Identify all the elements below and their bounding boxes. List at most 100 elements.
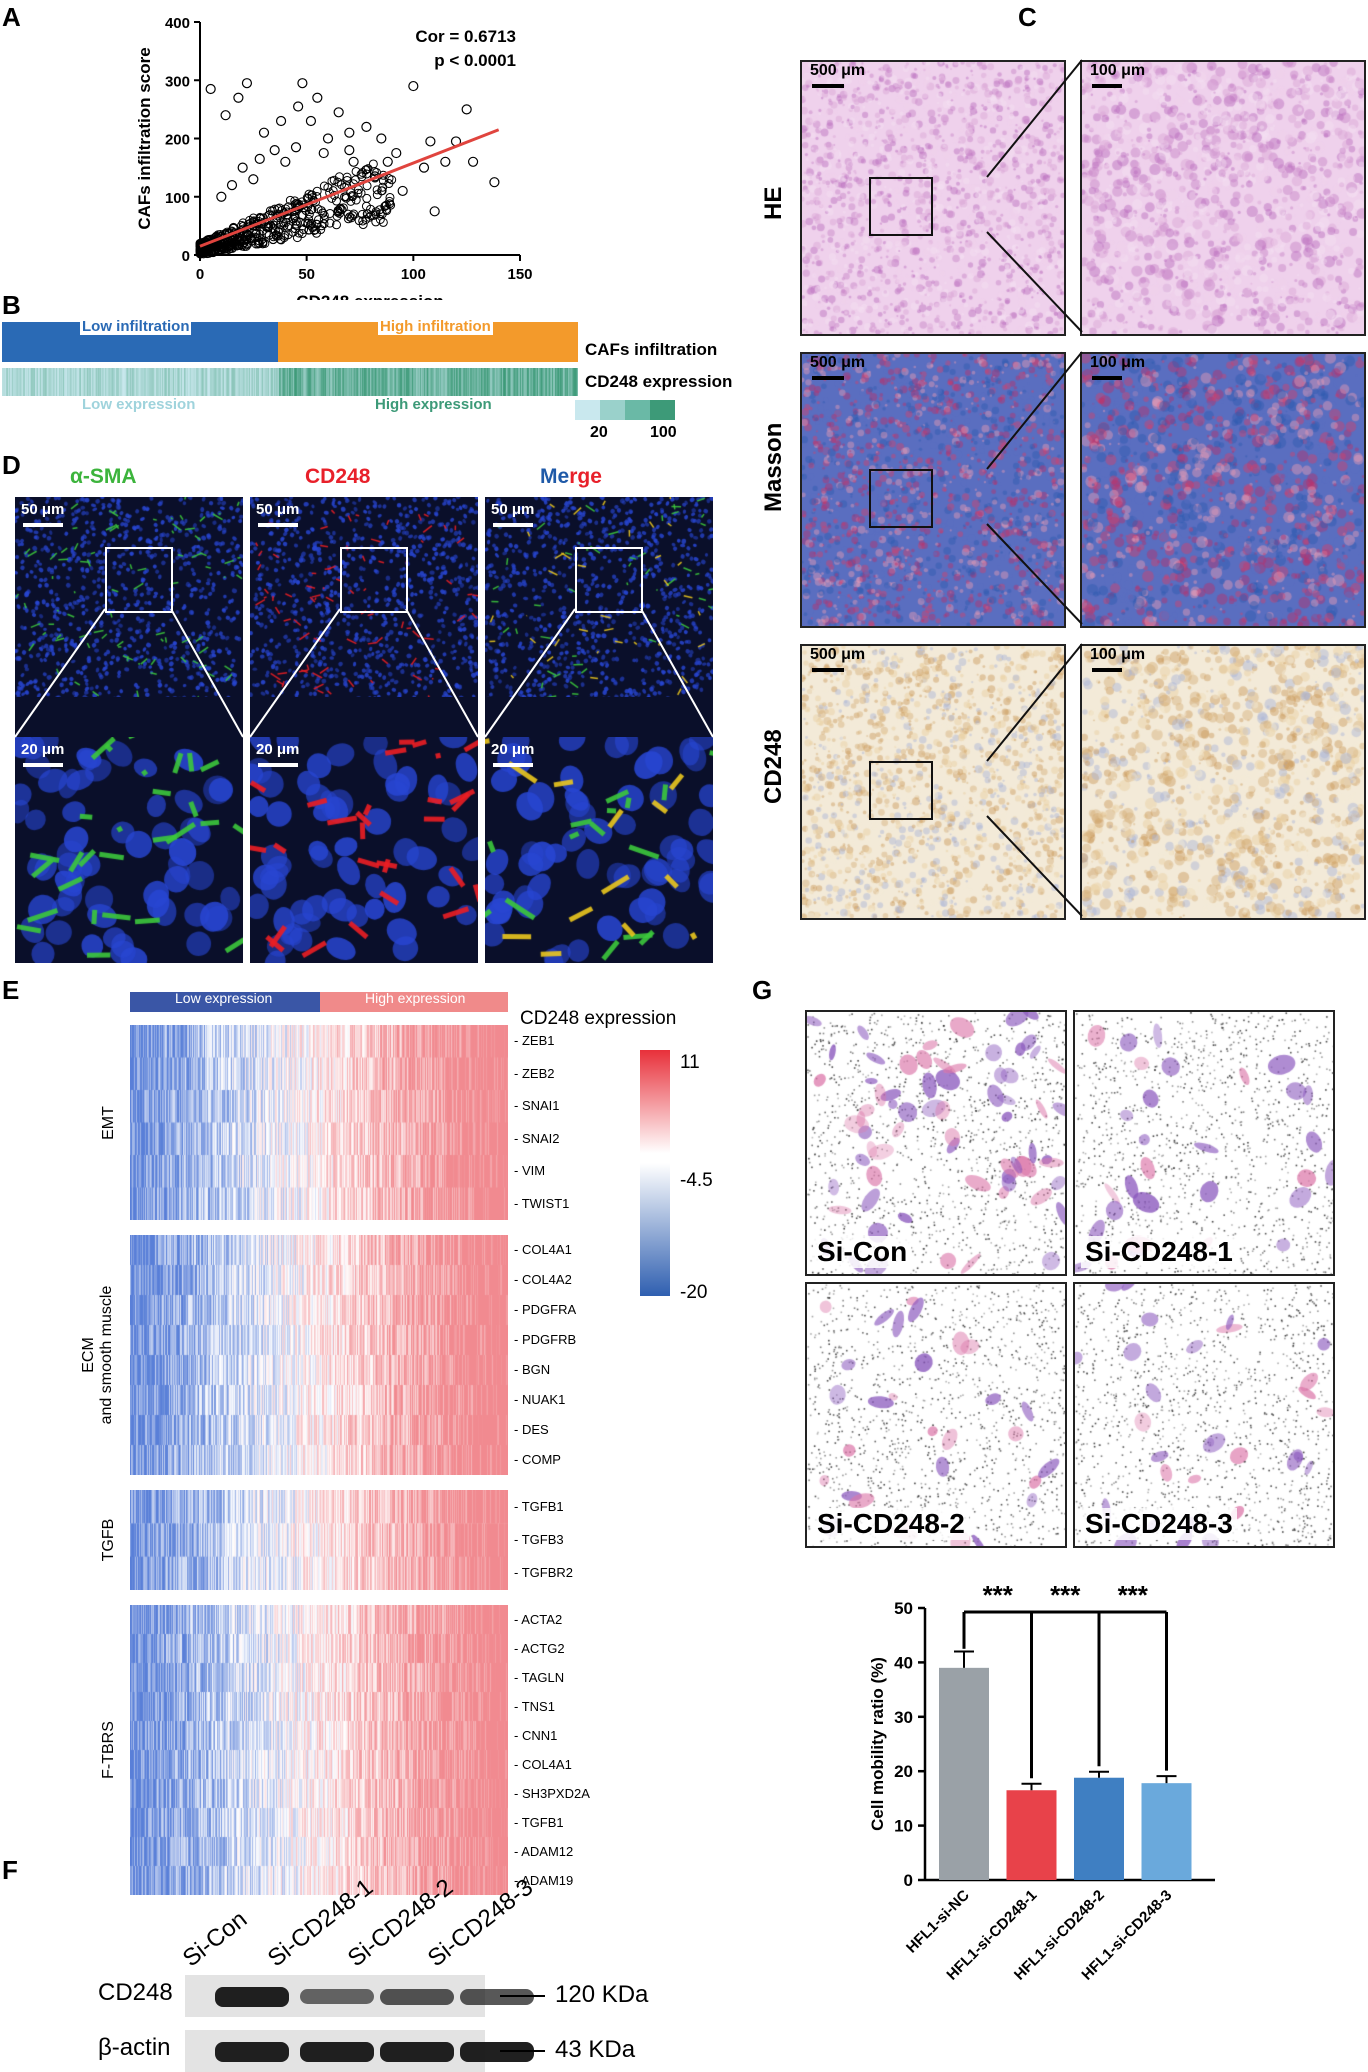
gene-label: - TAGLN <box>514 1669 565 1685</box>
y-tick-label: 40 <box>894 1653 913 1672</box>
scatter-point <box>391 147 402 159</box>
cor-annotation: Cor = 0.6713 <box>415 27 516 46</box>
scatter-point <box>358 220 368 230</box>
scatter-point <box>348 156 359 167</box>
scatter-point <box>376 133 387 144</box>
scale-bar-label: 50 μm <box>491 501 535 518</box>
gene-label: - TGFB1 <box>514 1814 564 1830</box>
scatter-point <box>397 185 408 197</box>
scatter-point <box>258 127 270 138</box>
scatter-point <box>312 186 322 196</box>
bar <box>1074 1777 1124 1880</box>
y-tick-label: 100 <box>165 190 190 207</box>
scatter-point <box>331 196 341 206</box>
fluorescence-title-asma: α-SMA <box>70 465 137 488</box>
y-tick-label: 50 <box>894 1599 913 1618</box>
scatter-point <box>440 156 451 167</box>
scatter-point <box>382 206 392 216</box>
gene-label: - ADAM19 <box>514 1872 574 1888</box>
merge-title-part: ge <box>577 465 602 488</box>
fluorescence-overview-image: 50 μm <box>485 497 713 723</box>
scatter-point <box>280 156 291 167</box>
scale-bar-label: 100 μm <box>1090 646 1146 663</box>
scatter-point <box>344 145 355 156</box>
scale-bar <box>493 763 533 767</box>
x-tick-label: 50 <box>298 266 315 283</box>
scatter-point <box>357 172 367 182</box>
fluorescence-zoom-image: 20 μm <box>250 737 478 963</box>
scatter-point <box>346 196 356 206</box>
scale-bar <box>812 376 844 380</box>
fluorescence-panel: α-SMA 50 μm 20 μm CD248 50 μm 20 μm Merge 50 μm… <box>14 465 714 965</box>
gene-label: - ACTG2 <box>514 1640 565 1656</box>
scatter-point <box>318 147 329 159</box>
zoom-region-box <box>575 547 643 613</box>
scatter-point <box>263 222 273 232</box>
scale-bar <box>258 763 298 767</box>
panel-label-a: A <box>2 2 21 32</box>
scatter-point <box>220 110 231 121</box>
blot-band <box>300 1989 374 2004</box>
expression-legend-max: 100 <box>650 424 677 441</box>
scatter-point <box>307 204 317 214</box>
scatter-point <box>274 225 284 235</box>
scatter-point <box>375 214 385 224</box>
zoom-connector <box>249 608 479 738</box>
fluorescence-zoom-image: 20 μm <box>485 737 713 963</box>
scatter-point <box>312 92 323 103</box>
scale-bar-label: 500 μm <box>810 646 866 663</box>
p-annotation: p < 0.0001 <box>434 51 516 70</box>
y-tick-label: 0 <box>904 1871 913 1890</box>
scale-bar-label: 500 μm <box>810 62 866 79</box>
zoom-region-box <box>869 761 933 820</box>
scatter-point <box>301 206 311 216</box>
high-expression-caption: High expression <box>375 396 492 413</box>
bar-chart: 0 10 20 30 40 50 Cell mobility ratio (%) HFL1-s… <box>868 1580 1215 1984</box>
panel-label-e: E <box>2 975 20 1005</box>
scale-bar-label: 100 μm <box>1090 62 1146 79</box>
scatter-point <box>241 235 251 245</box>
scatter-point <box>260 238 270 248</box>
gene-label: - VIM <box>514 1163 546 1179</box>
scatter-point <box>288 227 298 237</box>
scatter-point <box>241 78 253 89</box>
high-infiltration-caption: High infiltration <box>378 318 493 335</box>
gene-label: - COL4A1 <box>514 1756 572 1772</box>
blot-strip <box>185 2030 534 2072</box>
cd248-expression-label: CD248 expression <box>585 372 733 391</box>
gene-label: - CNN1 <box>514 1727 558 1743</box>
heatmap-header-label: CD248 expression <box>520 1008 677 1029</box>
scatter-point <box>371 209 381 219</box>
zoom-connector <box>986 351 1083 625</box>
scatter-point <box>269 145 280 156</box>
histology-row-label-he: HE <box>760 186 787 220</box>
scatter-point <box>341 192 351 202</box>
blot-strip <box>185 1975 534 2017</box>
transwell-image: Si-CD248-2 <box>805 1282 1067 1548</box>
merge-title-part: r <box>569 465 578 488</box>
gene-label: - ADAM12 <box>514 1843 574 1859</box>
scatter-point <box>305 115 317 127</box>
x-tick-label: HFL1-si-NC <box>903 1887 973 1957</box>
gene-label: - TNS1 <box>514 1698 555 1714</box>
scatter-point <box>425 136 436 147</box>
gene-label: - BGN <box>514 1362 551 1377</box>
gene-label: - SH3PXD2A <box>514 1785 590 1801</box>
zoom-connector <box>986 643 1083 917</box>
scatter-point <box>347 191 357 201</box>
gene-label: - COL4A2 <box>514 1272 572 1287</box>
scatter-point <box>290 196 300 206</box>
blot-band <box>215 2042 289 2062</box>
scatter-point <box>346 213 356 223</box>
blot-protein-label: β-actin <box>98 2034 171 2061</box>
scatter-point <box>369 166 379 176</box>
histology-row-label-cd248: CD248 <box>760 729 787 804</box>
transwell-image-label: Si-CD248-3 <box>1081 1508 1237 1540</box>
scatter-point <box>331 220 341 230</box>
x-tick-label: 0 <box>196 266 204 283</box>
heatmap-group-label: ECM and smooth muscle <box>80 1285 115 1425</box>
panel-label-c: C <box>1018 2 1037 32</box>
scatter-point <box>314 215 324 225</box>
transwell-image: Si-CD248-3 <box>1073 1282 1335 1548</box>
scatter-point <box>342 172 352 182</box>
